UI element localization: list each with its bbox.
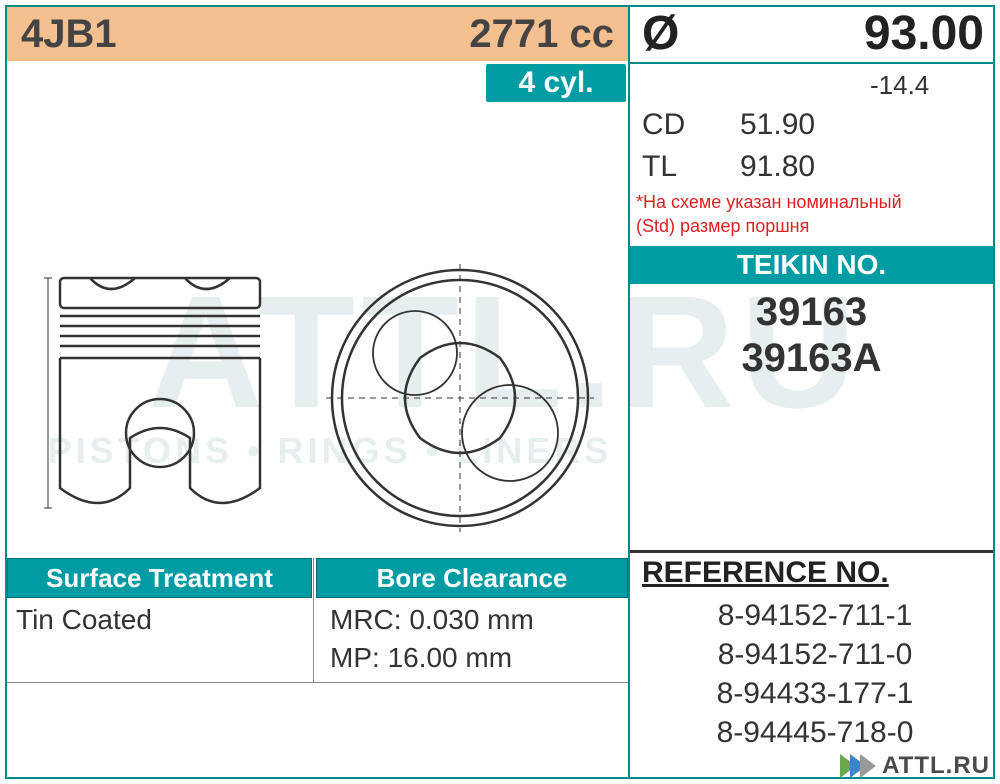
note-line2: (Std) размер поршня [636,216,809,236]
bore-clearance-mrc: MRC: 0.030 mm [330,604,534,636]
engine-header: 4JB1 2771 cc [7,7,628,61]
reference-divider [630,550,993,553]
displacement-value: 2771 cc [469,12,614,57]
table-bottom-line [7,682,628,683]
teikin-header: TEIKIN NO. [630,246,993,284]
piston-side-view-icon [40,258,280,538]
table-divider [313,558,314,682]
bore-clearance-header: Bore Clearance [316,558,628,598]
surface-treatment-value: Tin Coated [16,604,152,636]
cylinder-badge: 4 cyl. [486,64,626,102]
teikin-number-1: 39163 [630,290,993,335]
diameter-symbol: Ø [642,6,679,61]
chevron-icon [846,754,876,778]
vertical-divider [628,5,630,779]
note-text: *На схеме указан номинальный (Std) разме… [636,190,988,239]
engine-code: 4JB1 [21,12,117,57]
reference-header: REFERENCE NO. [642,556,889,590]
bore-clearance-mp: MP: 16.00 mm [330,642,512,674]
reference-item: 8-94445-718-0 [642,713,988,752]
reference-list: 8-94152-711-1 8-94152-711-0 8-94433-177-… [642,596,988,752]
footer-text: ATTL.RU [882,752,990,780]
reference-item: 8-94152-711-0 [642,635,988,674]
cd-label: CD [642,108,685,142]
reference-item: 8-94152-711-1 [642,596,988,635]
piston-top-view-icon [320,258,600,538]
cd-value: 51.90 [740,108,815,142]
tl-value: 91.80 [740,150,815,184]
tl-label: TL [642,150,677,184]
note-line1: *На схеме указан номинальный [636,192,902,212]
top-right-divider [630,62,993,64]
reference-item: 8-94433-177-1 [642,674,988,713]
diameter-value: 93.00 [864,6,984,61]
footer-logo: ATTL.RU [846,752,990,780]
surface-treatment-header: Surface Treatment [7,558,312,598]
teikin-number-2: 39163A [630,336,993,381]
offset-value: -14.4 [870,70,929,101]
